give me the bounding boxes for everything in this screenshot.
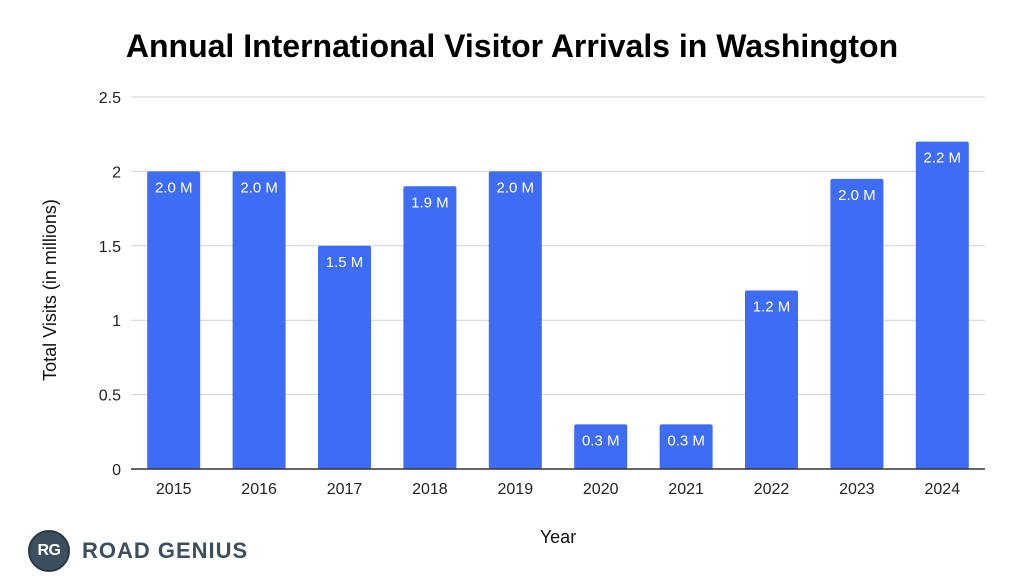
x-tick-label: 2015 xyxy=(156,481,192,498)
x-tick-label: 2019 xyxy=(498,481,534,498)
bar-data-label: 0.3 M xyxy=(582,432,620,449)
brand-logo: RG ROAD GENIUS xyxy=(28,528,248,574)
brand-name: ROAD GENIUS xyxy=(82,538,249,563)
x-tick-label: 2016 xyxy=(241,481,277,498)
brand-badge-icon: RG xyxy=(28,530,70,572)
y-tick-label: 1.5 xyxy=(99,239,121,256)
bar xyxy=(147,171,201,469)
bar xyxy=(574,424,628,469)
bar-data-label: 2.0 M xyxy=(240,179,278,196)
bar-data-label: 2.2 M xyxy=(924,150,962,167)
bar-data-label: 2.0 M xyxy=(155,179,193,196)
y-tick-label: 0 xyxy=(112,462,121,479)
bar xyxy=(915,141,969,469)
bar xyxy=(403,186,457,469)
bar-data-label: 0.3 M xyxy=(667,432,705,449)
x-tick-label: 2022 xyxy=(754,481,790,498)
x-axis-title: Year xyxy=(540,527,576,547)
x-tick-label: 2024 xyxy=(925,481,961,498)
bar-data-label: 1.9 M xyxy=(411,194,449,211)
bar-data-label: 2.0 M xyxy=(838,187,876,204)
y-tick-label: 0.5 xyxy=(99,388,121,405)
x-tick-label: 2023 xyxy=(839,481,875,498)
bar-data-label: 1.5 M xyxy=(326,254,364,271)
y-tick-label: 2 xyxy=(112,164,121,181)
x-tick-label: 2020 xyxy=(583,481,619,498)
bar xyxy=(745,290,798,469)
x-tick-label: 2017 xyxy=(327,481,363,498)
bar xyxy=(318,245,371,469)
bar xyxy=(488,171,542,469)
y-axis-title: Total Visits (in millions) xyxy=(40,199,60,381)
bar-data-label: 1.2 M xyxy=(753,298,791,315)
bar xyxy=(830,178,884,469)
y-tick-label: 1 xyxy=(112,313,121,330)
bar xyxy=(659,424,713,469)
x-tick-label: 2021 xyxy=(668,481,704,498)
x-tick-label: 2018 xyxy=(412,481,448,498)
bar xyxy=(232,171,286,469)
y-tick-label: 2.5 xyxy=(99,90,121,107)
bar-data-label: 2.0 M xyxy=(497,179,535,196)
chart-title: Annual International Visitor Arrivals in… xyxy=(125,28,899,64)
